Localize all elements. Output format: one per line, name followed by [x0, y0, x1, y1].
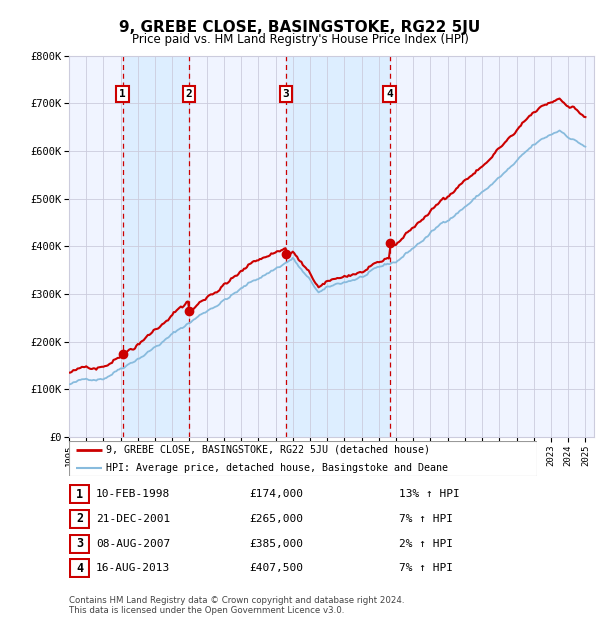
- Text: 1: 1: [119, 89, 126, 99]
- Text: 08-AUG-2007: 08-AUG-2007: [96, 539, 170, 549]
- Text: 1: 1: [76, 487, 83, 500]
- Text: Contains HM Land Registry data © Crown copyright and database right 2024.
This d: Contains HM Land Registry data © Crown c…: [69, 596, 404, 615]
- Text: 3: 3: [76, 537, 83, 550]
- Text: 9, GREBE CLOSE, BASINGSTOKE, RG22 5JU (detached house): 9, GREBE CLOSE, BASINGSTOKE, RG22 5JU (d…: [106, 445, 430, 454]
- Text: 4: 4: [76, 562, 83, 575]
- Text: 16-AUG-2013: 16-AUG-2013: [96, 564, 170, 574]
- Text: 7% ↑ HPI: 7% ↑ HPI: [399, 514, 453, 524]
- Text: 3: 3: [283, 89, 289, 99]
- Text: HPI: Average price, detached house, Basingstoke and Deane: HPI: Average price, detached house, Basi…: [106, 463, 448, 474]
- Text: 4: 4: [386, 89, 393, 99]
- Text: £265,000: £265,000: [249, 514, 303, 524]
- Text: 13% ↑ HPI: 13% ↑ HPI: [399, 489, 460, 499]
- Text: £174,000: £174,000: [249, 489, 303, 499]
- Text: Price paid vs. HM Land Registry's House Price Index (HPI): Price paid vs. HM Land Registry's House …: [131, 33, 469, 46]
- Text: 21-DEC-2001: 21-DEC-2001: [96, 514, 170, 524]
- Text: 2: 2: [185, 89, 193, 99]
- Text: £385,000: £385,000: [249, 539, 303, 549]
- Text: 2: 2: [76, 512, 83, 525]
- Bar: [286, 56, 389, 437]
- Text: 10-FEB-1998: 10-FEB-1998: [96, 489, 170, 499]
- Text: 7% ↑ HPI: 7% ↑ HPI: [399, 564, 453, 574]
- Text: 2% ↑ HPI: 2% ↑ HPI: [399, 539, 453, 549]
- Text: 9, GREBE CLOSE, BASINGSTOKE, RG22 5JU: 9, GREBE CLOSE, BASINGSTOKE, RG22 5JU: [119, 20, 481, 35]
- Bar: [122, 56, 189, 437]
- Text: £407,500: £407,500: [249, 564, 303, 574]
